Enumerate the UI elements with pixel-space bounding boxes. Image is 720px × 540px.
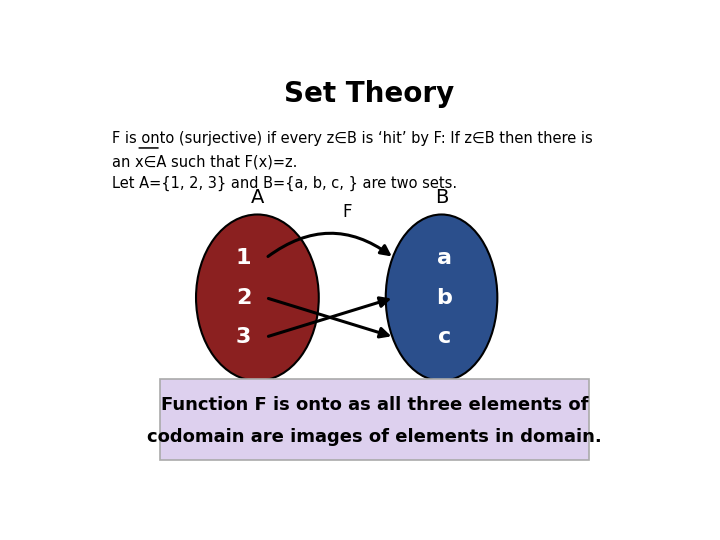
Text: an x∈A such that F(x)=z.: an x∈A such that F(x)=z. bbox=[112, 154, 297, 170]
Text: A: A bbox=[251, 188, 264, 207]
Text: Let A={1, 2, 3} and B={a, b, c, } are two sets.: Let A={1, 2, 3} and B={a, b, c, } are tw… bbox=[112, 176, 457, 191]
Text: F: F bbox=[342, 204, 351, 221]
Text: codomain are images of elements in domain.: codomain are images of elements in domai… bbox=[147, 428, 602, 446]
Text: b: b bbox=[436, 288, 452, 308]
FancyArrowPatch shape bbox=[269, 299, 388, 337]
Ellipse shape bbox=[386, 214, 498, 381]
Text: 2: 2 bbox=[235, 288, 251, 308]
FancyBboxPatch shape bbox=[160, 379, 590, 460]
Text: 1: 1 bbox=[235, 248, 251, 268]
Text: a: a bbox=[437, 248, 452, 268]
Ellipse shape bbox=[196, 214, 319, 381]
Text: Function F is onto as all three elements of: Function F is onto as all three elements… bbox=[161, 396, 588, 414]
Text: B: B bbox=[435, 188, 449, 207]
Text: F is onto (surjective) if every z∈B is ‘hit’ by F: If z∈B then there is: F is onto (surjective) if every z∈B is ‘… bbox=[112, 131, 593, 146]
Text: 3: 3 bbox=[235, 327, 251, 347]
FancyArrowPatch shape bbox=[269, 298, 388, 336]
Text: Set Theory: Set Theory bbox=[284, 80, 454, 108]
FancyArrowPatch shape bbox=[268, 233, 389, 256]
Text: c: c bbox=[438, 327, 451, 347]
